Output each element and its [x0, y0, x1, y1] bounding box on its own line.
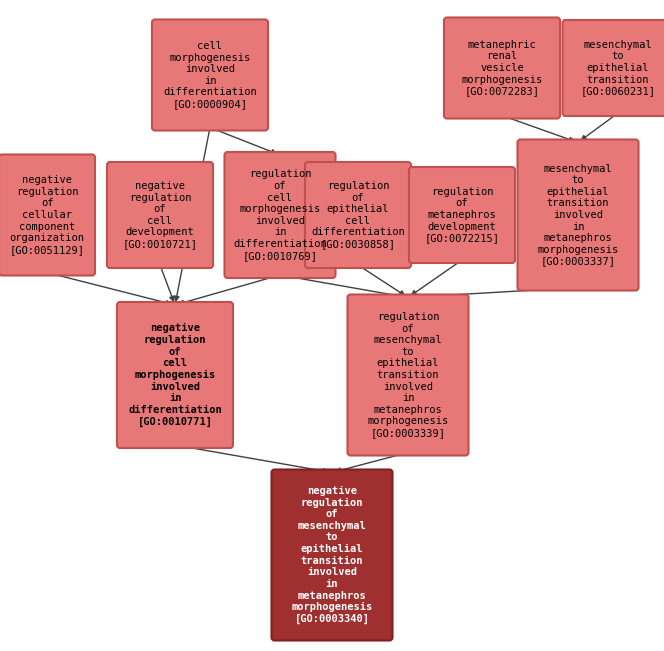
Text: metanephric
renal
vesicle
morphogenesis
[GO:0072283]: metanephric renal vesicle morphogenesis … — [461, 40, 542, 96]
FancyBboxPatch shape — [107, 162, 213, 268]
Text: regulation
of
epithelial
cell
differentiation
[GO:0030858]: regulation of epithelial cell differenti… — [311, 181, 405, 249]
FancyBboxPatch shape — [117, 302, 233, 448]
FancyBboxPatch shape — [517, 139, 639, 290]
Text: mesenchymal
to
epithelial
transition
[GO:0060231]: mesenchymal to epithelial transition [GO… — [580, 40, 655, 96]
Text: negative
regulation
of
mesenchymal
to
epithelial
transition
involved
in
metaneph: negative regulation of mesenchymal to ep… — [291, 486, 373, 624]
Text: regulation
of
mesenchymal
to
epithelial
transition
involved
in
metanephros
morph: regulation of mesenchymal to epithelial … — [367, 312, 449, 438]
FancyBboxPatch shape — [562, 20, 664, 116]
FancyBboxPatch shape — [444, 18, 560, 118]
Text: regulation
of
cell
morphogenesis
involved
in
differentiation
[GO:0010769]: regulation of cell morphogenesis involve… — [233, 169, 327, 260]
FancyBboxPatch shape — [152, 20, 268, 130]
Text: negative
regulation
of
cellular
component
organization
[GO:0051129]: negative regulation of cellular componen… — [9, 175, 84, 255]
Text: cell
morphogenesis
involved
in
differentiation
[GO:0000904]: cell morphogenesis involved in different… — [163, 41, 257, 109]
Text: regulation
of
metanephros
development
[GO:0072215]: regulation of metanephros development [G… — [424, 187, 499, 243]
Text: negative
regulation
of
cell
morphogenesis
involved
in
differentiation
[GO:001077: negative regulation of cell morphogenesi… — [128, 324, 222, 426]
FancyBboxPatch shape — [305, 162, 411, 268]
FancyBboxPatch shape — [272, 469, 392, 641]
Text: mesenchymal
to
epithelial
transition
involved
in
metanephros
morphogenesis
[GO:0: mesenchymal to epithelial transition inv… — [537, 163, 619, 266]
FancyBboxPatch shape — [0, 154, 95, 275]
FancyBboxPatch shape — [347, 294, 469, 456]
Text: negative
regulation
of
cell
development
[GO:0010721]: negative regulation of cell development … — [122, 181, 197, 249]
FancyBboxPatch shape — [224, 152, 335, 278]
FancyBboxPatch shape — [409, 167, 515, 263]
